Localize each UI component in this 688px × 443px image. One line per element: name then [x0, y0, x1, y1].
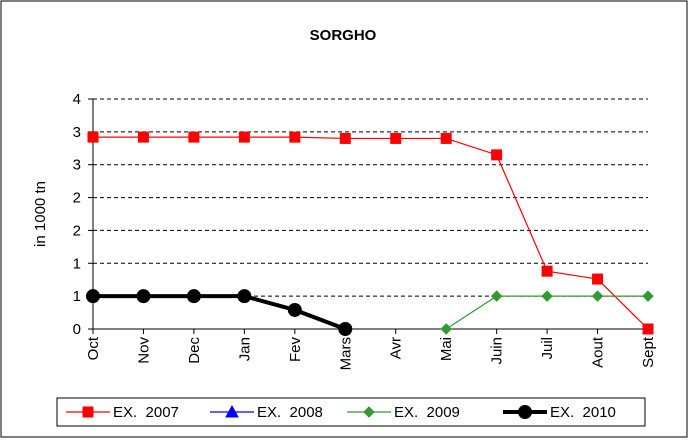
y-tick-label: 3: [73, 157, 81, 174]
x-tick-label: Dec: [186, 337, 203, 364]
legend-label: EX. 2008: [257, 404, 323, 421]
y-tick-label: 2: [73, 190, 81, 207]
series-line: [93, 136, 649, 330]
y-tick-label: 3: [73, 124, 81, 141]
x-tick-label: Avr: [388, 337, 405, 359]
y-tick-label: 1: [73, 288, 81, 305]
point: [490, 290, 503, 302]
point: [591, 290, 604, 302]
point: [642, 290, 654, 302]
x-tick-label: Juil: [539, 337, 556, 360]
point: [541, 265, 553, 277]
x-tick-label: Sept: [640, 336, 657, 368]
x-tick-label: Fev: [287, 337, 304, 363]
x-tick-label: Mars: [337, 337, 354, 370]
y-tick-label: 4: [73, 91, 81, 108]
chart-title: SORGHO: [310, 27, 377, 44]
point: [87, 131, 99, 143]
y-tick-label: 0: [73, 321, 81, 338]
x-tick-label: Aout: [590, 336, 607, 368]
point: [287, 302, 302, 317]
x-tick-label: Oct: [85, 336, 102, 360]
point: [237, 289, 252, 304]
series-line: [93, 294, 346, 331]
legend-marker: [82, 406, 94, 418]
legend-marker: [225, 404, 239, 418]
point: [188, 131, 200, 143]
point: [186, 289, 201, 304]
point: [541, 290, 553, 302]
point: [592, 273, 604, 285]
legend-marker: [518, 405, 532, 419]
point: [440, 323, 452, 335]
point: [339, 132, 351, 144]
legend-label: EX. 2010: [550, 404, 616, 421]
y-tick-label: 2: [73, 222, 81, 239]
point: [642, 323, 654, 335]
y-axis-label: in 1000 tn: [32, 181, 49, 247]
y-tick-label: 1: [73, 255, 81, 272]
point: [86, 289, 100, 304]
point: [338, 322, 353, 336]
x-tick-label: Nov: [135, 337, 152, 364]
point: [137, 131, 149, 143]
legend-marker: [363, 406, 375, 418]
point: [289, 131, 301, 143]
point: [390, 132, 402, 144]
x-tick-label: Mai: [438, 337, 455, 361]
legend-label: EX. 2009: [394, 404, 460, 421]
point: [491, 149, 503, 161]
x-tick-label: Juin: [489, 337, 506, 365]
point: [440, 132, 452, 144]
point: [238, 131, 250, 143]
legend-label: EX. 2007: [113, 404, 179, 421]
point: [136, 289, 151, 304]
x-tick-label: Jan: [236, 337, 253, 361]
